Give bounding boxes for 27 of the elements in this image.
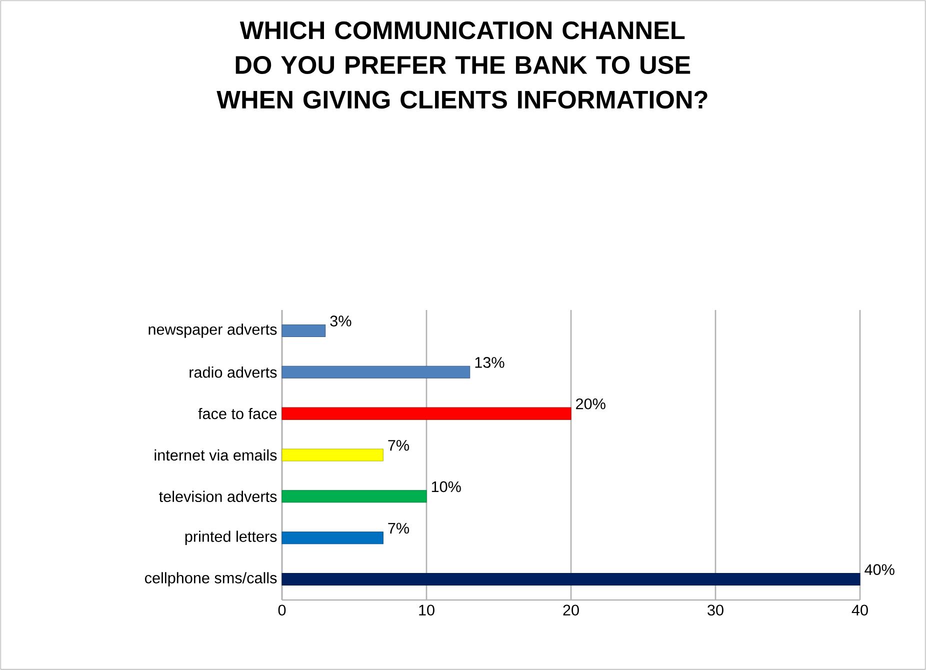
bar bbox=[282, 573, 860, 586]
y-tick-label: radio adverts bbox=[190, 366, 277, 378]
data-label: 7% bbox=[388, 440, 410, 451]
data-label: 13% bbox=[475, 357, 504, 368]
x-tick-label: 30 bbox=[708, 604, 724, 616]
data-label: 7% bbox=[388, 522, 410, 534]
bar bbox=[282, 324, 326, 337]
data-label: 40% bbox=[864, 564, 894, 575]
x-tick-label: 20 bbox=[563, 604, 579, 616]
y-tick-label: newspaper adverts bbox=[148, 324, 277, 338]
bar bbox=[282, 407, 572, 420]
y-tick-label: printed letters bbox=[185, 530, 277, 545]
data-label: 20% bbox=[576, 398, 606, 410]
data-label: 10% bbox=[432, 481, 461, 492]
data-label: 3% bbox=[330, 316, 352, 326]
bar bbox=[282, 490, 427, 503]
y-tick-label: face to face bbox=[198, 408, 277, 420]
x-tick-label: 40 bbox=[852, 604, 868, 616]
bar bbox=[282, 448, 384, 462]
x-tick-label: 10 bbox=[419, 604, 434, 616]
y-tick-label: television adverts bbox=[159, 490, 277, 502]
y-tick-label: internet via emails bbox=[154, 449, 277, 461]
y-tick-label: cellphone sms/calls bbox=[144, 572, 277, 586]
bar bbox=[282, 532, 384, 544]
chart-title: WHICH COMMUNICATION CHANNEL DO YOU PREFER THE BANK TO USE WHEN GIVING CLIENTS INFORMATION? bbox=[216, 21, 708, 109]
x-tick-label: 0 bbox=[278, 604, 286, 616]
bar bbox=[282, 366, 470, 378]
